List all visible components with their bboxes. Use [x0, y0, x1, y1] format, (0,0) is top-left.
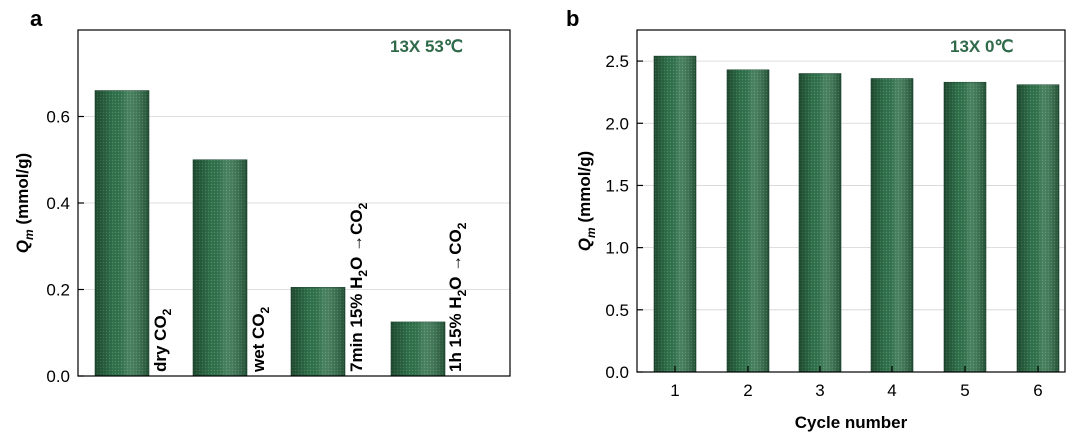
bar-shading [391, 321, 445, 376]
x-tick-label: 2 [743, 381, 752, 400]
bar-shading [654, 56, 696, 372]
annotation-b: 13X 0℃ [950, 37, 1014, 56]
y-tick-label: 0.2 [46, 281, 70, 300]
plot-frame-b [636, 29, 1066, 373]
y-tick-label: 0.5 [605, 301, 629, 320]
y-axis-title-b: Qm (mmol/g) [575, 151, 598, 251]
y-tick-label: 2.5 [605, 52, 629, 71]
category-label: 7min 15% H2O →CO2 [347, 202, 370, 372]
y-axis-subscript-a: m [22, 229, 36, 240]
bar-shading [871, 78, 913, 372]
bar-shading [727, 69, 769, 373]
y-axis-unit-a: (mmol/g) [13, 153, 32, 230]
category-label: 1h 15% H2O →CO2 [446, 222, 469, 372]
x-tick-label: 4 [887, 381, 896, 400]
bar-shading [291, 287, 345, 376]
y-axis-symbol-a: Q [13, 240, 32, 253]
y-tick-label: 0.6 [46, 108, 70, 127]
chart-panel-a: a 0.0 0.2 0.4 0.6 dry CO2 wet CO2 7min 15% H2… [13, 6, 511, 386]
y-tick-label: 0.0 [605, 363, 629, 382]
bar-shading [95, 90, 149, 377]
x-tick-label: 1 [670, 381, 679, 400]
bar-shading [193, 159, 247, 376]
category-label: dry CO2 [151, 308, 174, 372]
x-tick-label: 6 [1033, 381, 1042, 400]
y-tick-label: 0.4 [46, 194, 70, 213]
y-tick-label: 2.0 [605, 114, 629, 133]
y-axis-title-a: Qm (mmol/g) [13, 153, 36, 253]
x-tick-label: 5 [960, 381, 969, 400]
y-axis-subscript-b: m [584, 227, 598, 238]
x-axis-title-b: Cycle number [795, 413, 908, 432]
panel-letter-a: a [30, 6, 43, 31]
y-tick-label: 1.0 [605, 239, 629, 258]
panel-letter-b: b [566, 6, 579, 31]
annotation-a: 13X 53℃ [390, 37, 463, 56]
y-tick-label: 1.5 [605, 176, 629, 195]
chart-panel-b: b 0.0 0.5 1.0 1.5 2.0 2.5 1 2 3 4 5 6 13X 0℃ Qm (mm… [566, 6, 1066, 432]
bar-shading [1017, 84, 1059, 372]
category-label: wet CO2 [249, 306, 272, 373]
bar-shading [799, 73, 841, 372]
y-axis-unit-b: (mmol/g) [575, 151, 594, 228]
y-tick-label: 0.0 [46, 367, 70, 386]
bar-shading [944, 82, 986, 372]
x-tick-label: 3 [815, 381, 824, 400]
y-axis-symbol-b: Q [575, 238, 594, 251]
